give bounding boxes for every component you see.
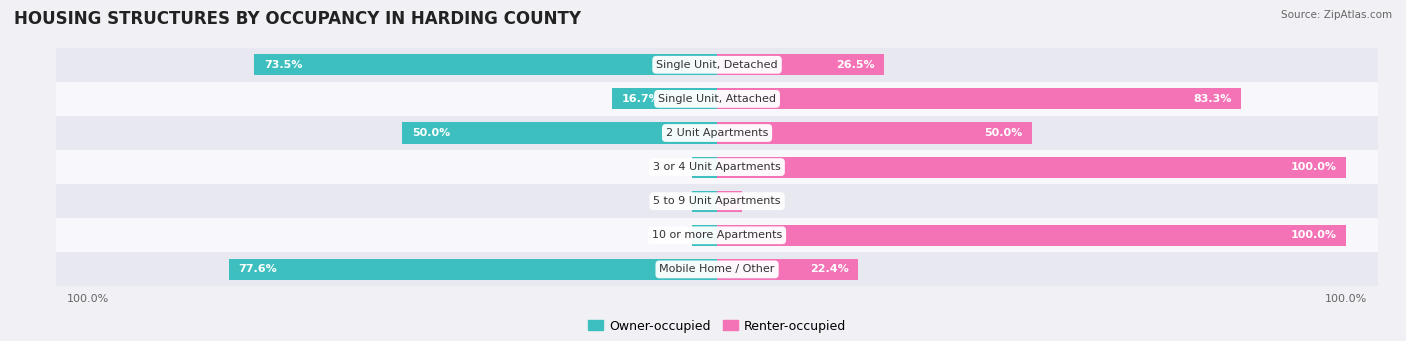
Text: 100.0%: 100.0% [1291, 230, 1337, 240]
Bar [692, 157, 717, 178]
Bar [717, 259, 858, 280]
Text: Single Unit, Attached: Single Unit, Attached [658, 94, 776, 104]
Text: Source: ZipAtlas.com: Source: ZipAtlas.com [1281, 10, 1392, 20]
Bar [692, 225, 717, 246]
Bar [56, 116, 1378, 150]
Bar [254, 54, 717, 75]
Bar [56, 150, 1378, 184]
Bar [56, 184, 1378, 218]
Text: 0.0%: 0.0% [658, 230, 686, 240]
Text: 5 to 9 Unit Apartments: 5 to 9 Unit Apartments [654, 196, 780, 206]
Text: 26.5%: 26.5% [835, 60, 875, 70]
Text: 77.6%: 77.6% [238, 264, 277, 275]
Legend: Owner-occupied, Renter-occupied: Owner-occupied, Renter-occupied [582, 315, 852, 338]
Bar [56, 82, 1378, 116]
Text: 0.0%: 0.0% [658, 196, 686, 206]
Bar [717, 157, 1347, 178]
Text: 50.0%: 50.0% [412, 128, 450, 138]
Text: 0.0%: 0.0% [658, 162, 686, 172]
Text: 10 or more Apartments: 10 or more Apartments [652, 230, 782, 240]
Bar [56, 218, 1378, 252]
Text: 2 Unit Apartments: 2 Unit Apartments [666, 128, 768, 138]
Text: Mobile Home / Other: Mobile Home / Other [659, 264, 775, 275]
Text: 73.5%: 73.5% [264, 60, 302, 70]
Bar [56, 48, 1378, 82]
Bar [717, 88, 1241, 109]
Text: 0.0%: 0.0% [748, 196, 776, 206]
Text: 83.3%: 83.3% [1194, 94, 1232, 104]
Text: 16.7%: 16.7% [621, 94, 661, 104]
Bar [612, 88, 717, 109]
Text: 100.0%: 100.0% [1291, 162, 1337, 172]
Bar [229, 259, 717, 280]
Bar [717, 225, 1347, 246]
Bar [717, 54, 884, 75]
Text: 22.4%: 22.4% [810, 264, 849, 275]
Text: HOUSING STRUCTURES BY OCCUPANCY IN HARDING COUNTY: HOUSING STRUCTURES BY OCCUPANCY IN HARDI… [14, 10, 581, 28]
Bar [692, 191, 717, 212]
Text: Single Unit, Detached: Single Unit, Detached [657, 60, 778, 70]
Bar [402, 122, 717, 144]
Text: 50.0%: 50.0% [984, 128, 1022, 138]
Bar [56, 252, 1378, 286]
Bar [717, 122, 1032, 144]
Text: 3 or 4 Unit Apartments: 3 or 4 Unit Apartments [654, 162, 780, 172]
Bar [717, 191, 742, 212]
